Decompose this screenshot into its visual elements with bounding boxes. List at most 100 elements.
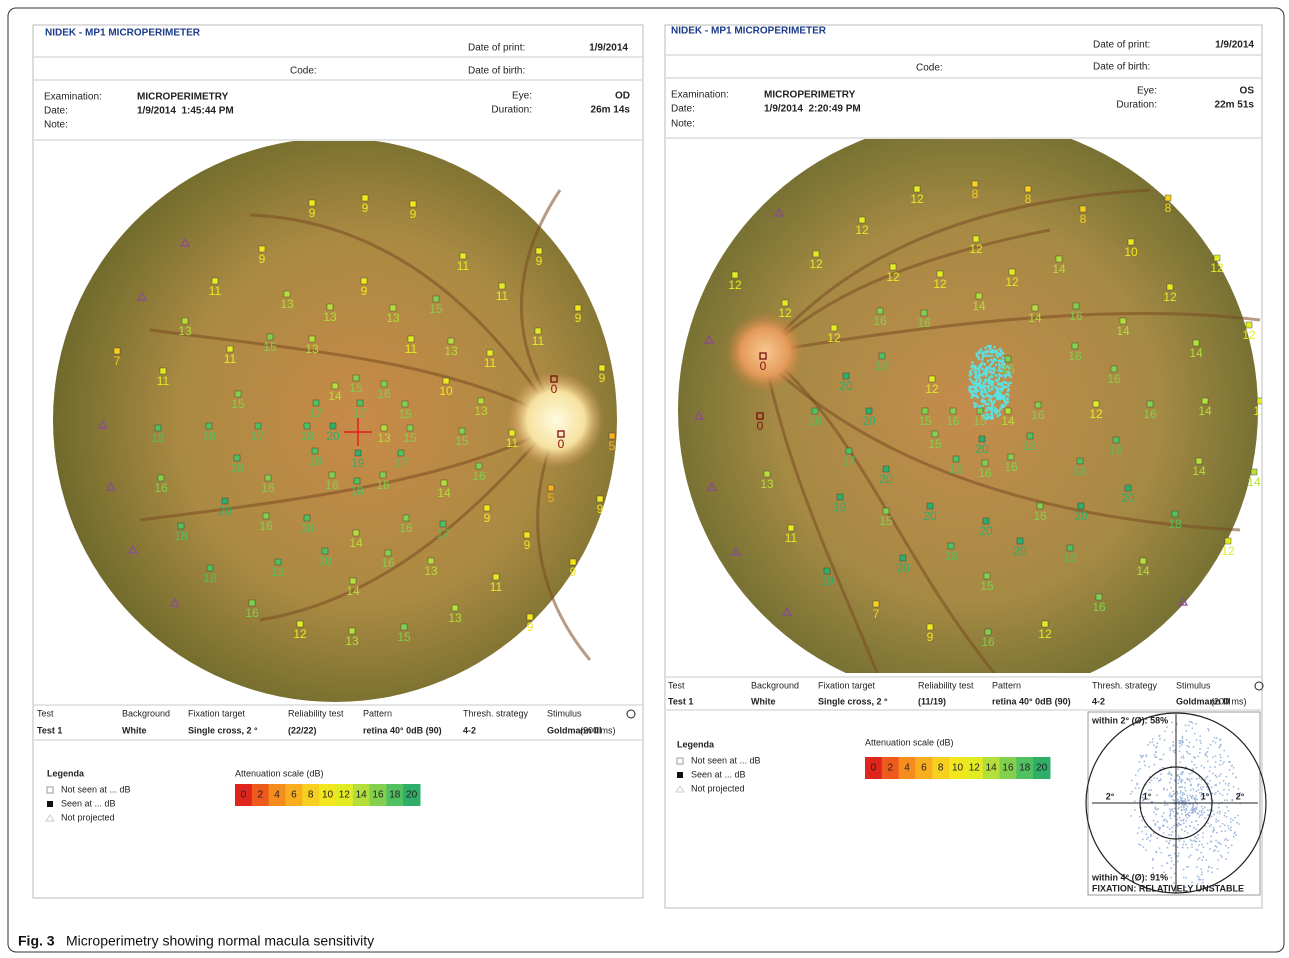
stimulus-value: 16 xyxy=(1031,408,1045,422)
stimulus-point xyxy=(1110,365,1118,373)
fixation-sample xyxy=(1149,776,1151,778)
fixation-sample xyxy=(1177,825,1179,828)
fixation-sample xyxy=(1150,835,1152,838)
not-projected-marker xyxy=(97,419,109,429)
fixation-sample xyxy=(1202,808,1204,810)
stimulus-point xyxy=(756,412,764,420)
fixation-sample xyxy=(1166,826,1169,828)
fixation-point xyxy=(993,345,996,349)
fixation-sample xyxy=(1136,783,1138,786)
stimulus-value: 20 xyxy=(923,509,937,523)
fixation-sample xyxy=(1200,868,1203,871)
fixation-sample xyxy=(1239,792,1241,794)
fixation-point xyxy=(1004,381,1008,385)
field-label: Duration: xyxy=(491,105,532,116)
stimulus-value: 11 xyxy=(457,259,470,273)
fixation-point xyxy=(1007,384,1010,387)
fixation-sample xyxy=(1172,745,1174,747)
fixation-sample xyxy=(1221,794,1224,796)
fixation-stat: within 2° (Ø): 58% xyxy=(1091,715,1168,725)
fixation-sample xyxy=(1166,788,1168,791)
stimulus-point xyxy=(523,531,531,539)
fixation-sample xyxy=(1199,786,1202,789)
fixation-point xyxy=(995,410,999,414)
stimulus-value: 11 xyxy=(785,531,798,545)
stimulus-value: 9 xyxy=(259,252,266,266)
fixation-sample xyxy=(1169,854,1172,857)
fixation-sample xyxy=(1154,807,1157,810)
fixation-point xyxy=(984,374,988,378)
stimulus-value: 18 xyxy=(271,565,285,579)
stimulus-point xyxy=(477,397,485,405)
stimulus-value: 9 xyxy=(597,502,604,516)
field-label: Date of print: xyxy=(1093,40,1150,51)
fixation-sample xyxy=(1215,791,1217,794)
fixation-sample xyxy=(1181,735,1184,738)
fixation-point xyxy=(992,357,996,361)
stimulus-value: 16 xyxy=(978,466,992,480)
legend-item: Not seen at ... dB xyxy=(691,755,761,765)
stimulus-point xyxy=(1066,544,1074,552)
fixation-sample xyxy=(1172,799,1174,801)
fixation-sample xyxy=(1158,779,1160,782)
stimulus-point xyxy=(535,247,543,255)
fixation-point xyxy=(981,404,985,407)
stimulus-value: 9 xyxy=(309,206,316,220)
fixation-point xyxy=(980,358,984,361)
fixation-sample xyxy=(1174,807,1176,810)
stimulus-value: 11 xyxy=(405,342,418,356)
field-value: 1/9/2014 1:45:44 PM xyxy=(137,106,234,117)
fixation-sample xyxy=(1179,796,1181,798)
fixation-sample xyxy=(1219,792,1221,795)
stimulus-point xyxy=(311,447,319,455)
fixation-sample xyxy=(1209,848,1211,850)
fixation-sample xyxy=(1141,819,1143,822)
fixation-sample xyxy=(1214,793,1216,796)
fixation-sample xyxy=(1172,810,1174,813)
fixation-sample xyxy=(1155,756,1158,758)
fixation-point xyxy=(979,392,983,395)
fixation-sample xyxy=(1197,824,1199,826)
scale-label: 14 xyxy=(356,790,368,801)
stimulus-point xyxy=(262,512,270,520)
fixation-sample xyxy=(1167,773,1169,775)
field-label: Date of birth: xyxy=(468,66,525,77)
fixation-sample xyxy=(1180,823,1182,826)
fixation-sample xyxy=(1181,786,1184,788)
fixation-point xyxy=(994,378,998,382)
fixation-sample xyxy=(1149,826,1152,829)
fixation-point xyxy=(985,390,988,394)
fixation-sample xyxy=(1183,809,1185,811)
fixation-sample xyxy=(1178,739,1181,742)
stimulus-value: 9 xyxy=(362,201,369,215)
scale-swatch xyxy=(932,757,950,779)
stimulus-point xyxy=(407,335,415,343)
fixation-point xyxy=(994,374,998,377)
fixation-sample xyxy=(1232,767,1235,769)
fixation-point xyxy=(1002,404,1006,407)
stimulus-value: 10 xyxy=(439,384,453,398)
stimulus-value: 15 xyxy=(455,434,469,448)
fixation-sample xyxy=(1207,729,1210,732)
info-value: (22/22) xyxy=(288,725,317,735)
fixation-sample xyxy=(1148,789,1150,791)
fixation-sample xyxy=(1180,740,1182,742)
info-value: (200 ms) xyxy=(580,725,616,735)
stimulus-value: 9 xyxy=(484,511,491,525)
stimulus-point xyxy=(1195,457,1203,465)
fixation-sample xyxy=(1181,800,1184,803)
fixation-point xyxy=(984,354,987,357)
stimulus-point xyxy=(447,337,455,345)
stimulus-value: 11 xyxy=(490,580,503,594)
fixation-sample xyxy=(1186,866,1188,868)
stimulus-value: 9 xyxy=(536,254,543,268)
fixation-point xyxy=(980,374,984,377)
fixation-point xyxy=(999,349,1003,353)
not-projected-marker xyxy=(693,410,705,420)
fixation-sample xyxy=(1145,755,1148,757)
fixation-sample xyxy=(1161,815,1164,818)
fixation-sample xyxy=(1191,760,1193,763)
fixation-sample xyxy=(1224,844,1227,847)
not-projected-marker xyxy=(179,237,191,247)
scale-swatch xyxy=(865,757,883,779)
